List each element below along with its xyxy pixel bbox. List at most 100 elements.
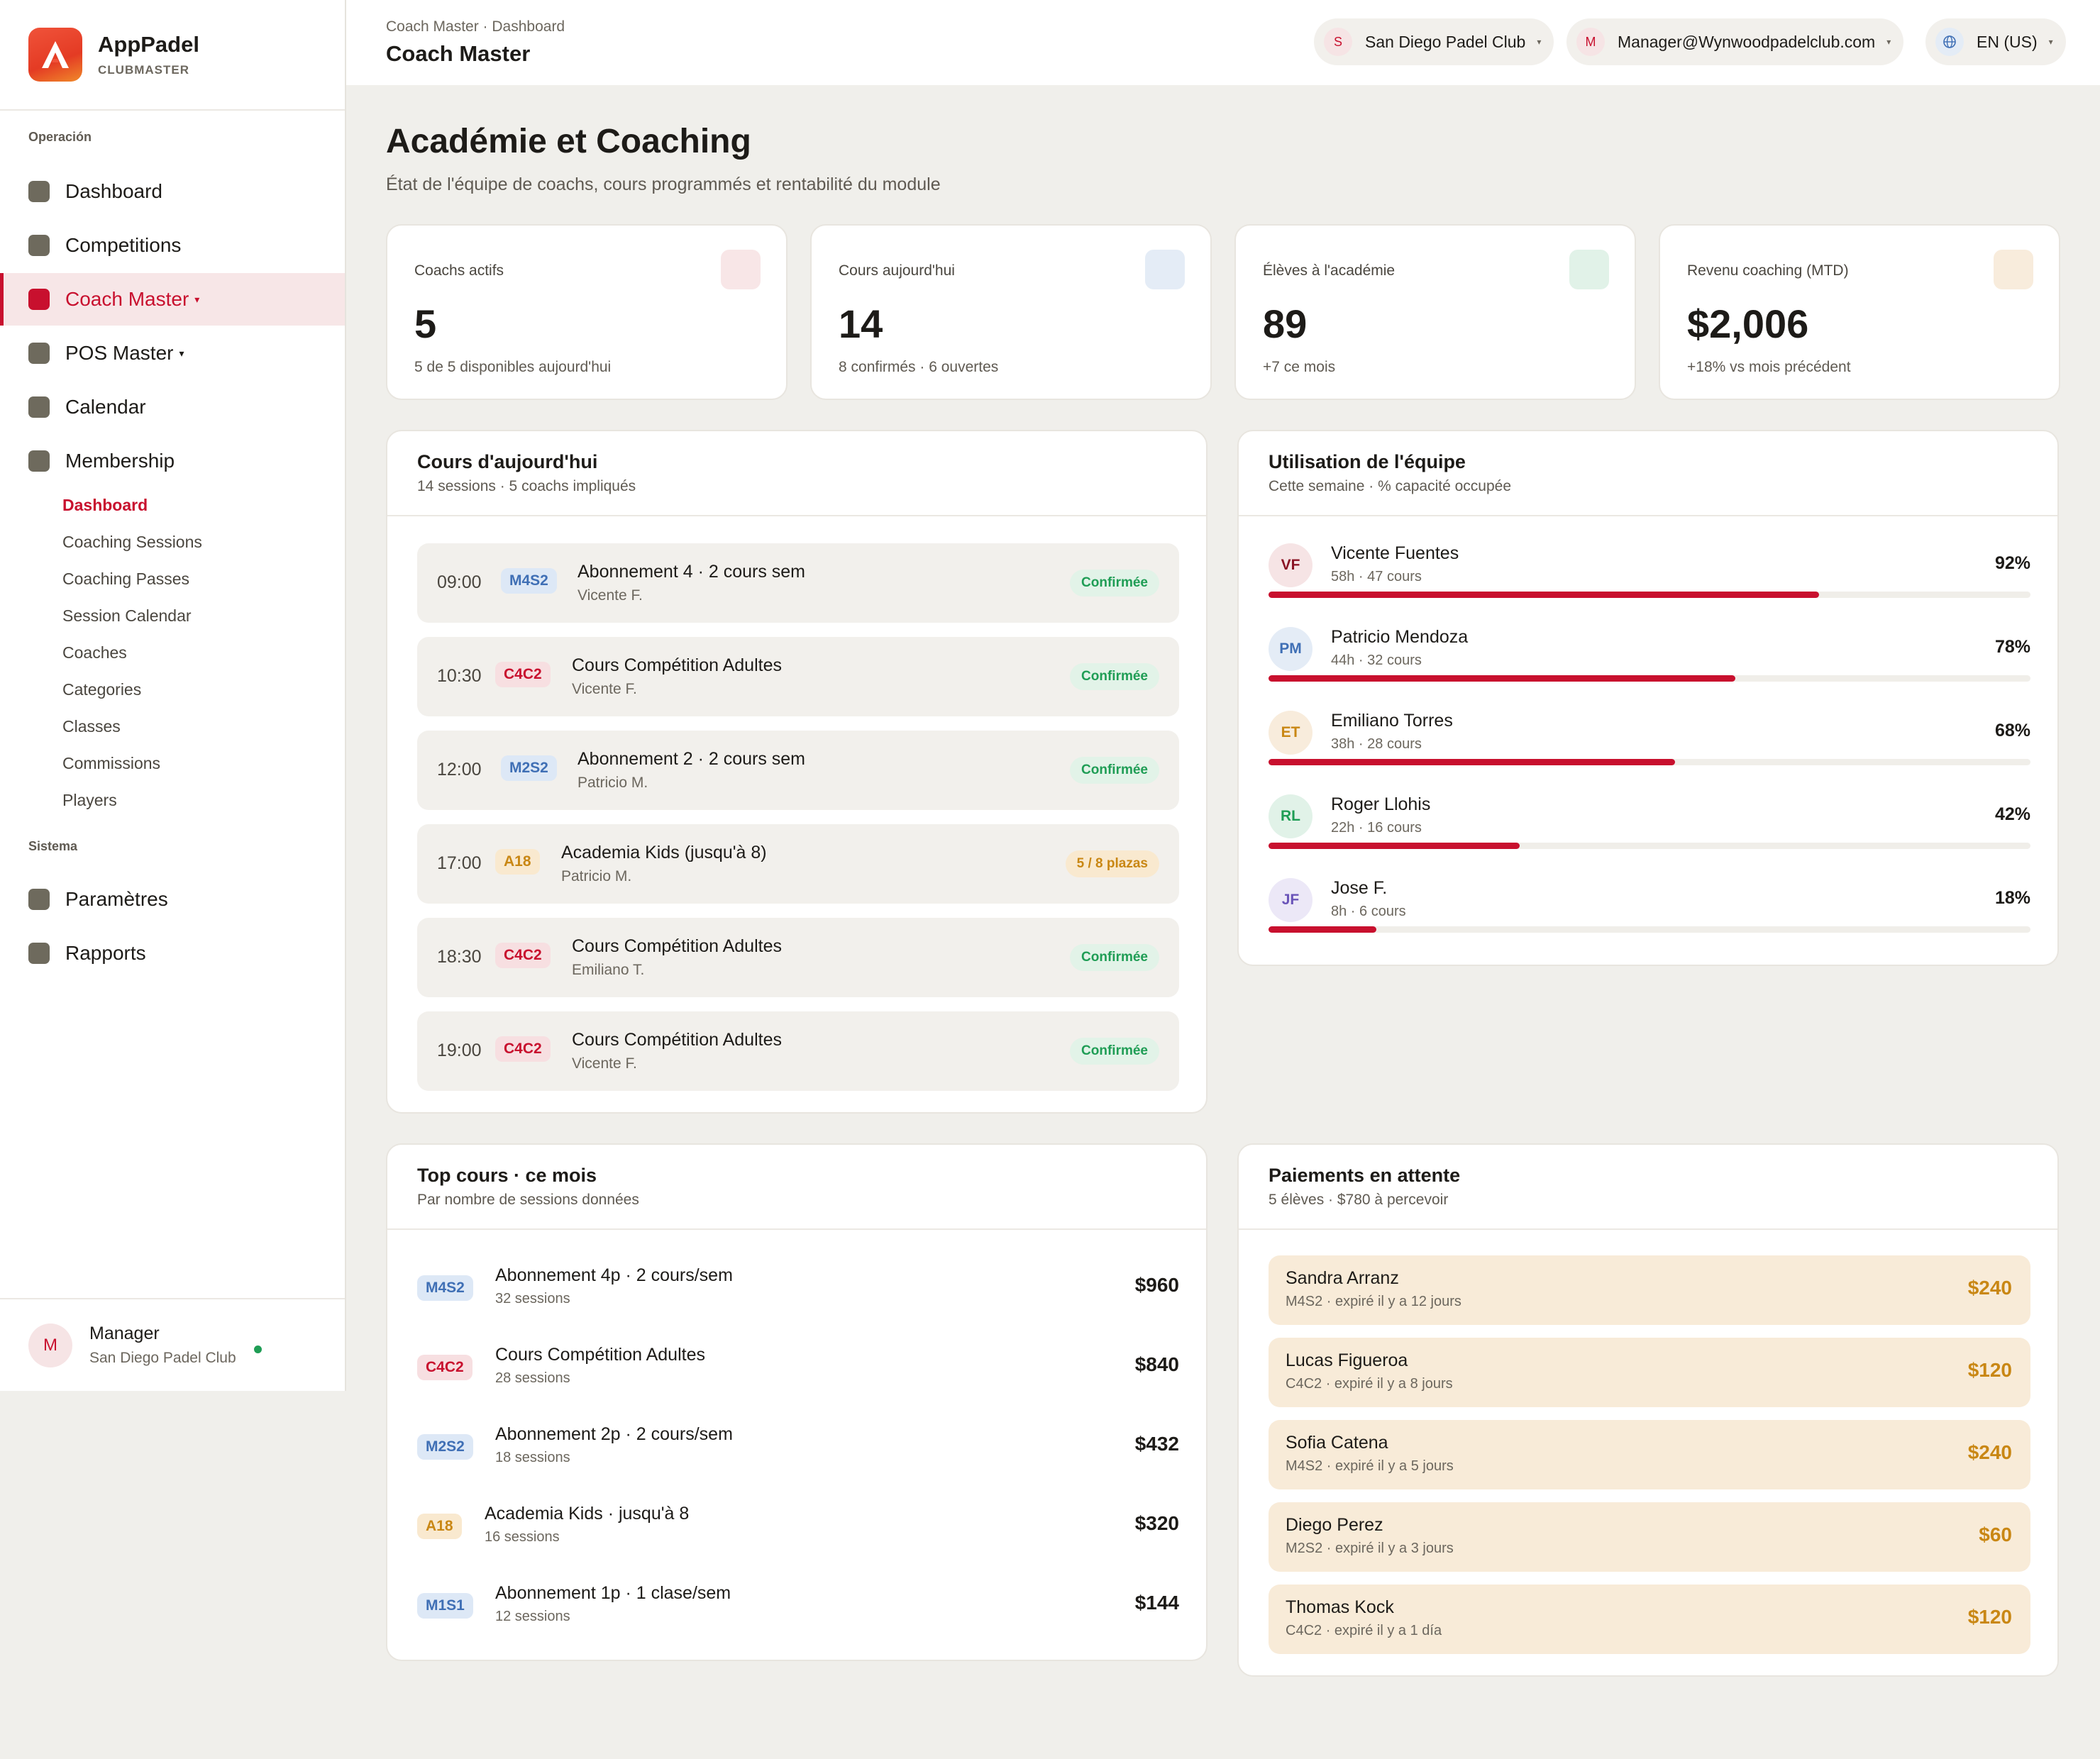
pending-payment-row[interactable]: Sandra Arranz M4S2 · expiré il y a 12 jou… [1269, 1255, 2030, 1325]
chevron-down-icon: ▾ [1537, 37, 1542, 47]
lesson-row[interactable]: 18:30 C4C2 Cours Compétition Adultes Emilia… [417, 918, 1179, 997]
panel-subtitle: 14 sessions · 5 coachs impliqués [417, 478, 636, 494]
lesson-row[interactable]: 19:00 C4C2 Cours Compétition Adultes Vicent… [417, 1011, 1179, 1091]
student-name: Sandra Arranz [1286, 1268, 1399, 1288]
sidebar-item-label: POS Master [65, 342, 174, 364]
lesson-coach: Patricio M. [561, 868, 632, 884]
divider [1239, 1228, 2057, 1230]
sidebar: AppPadel CLUBMASTER Operación Dashboard … [0, 0, 346, 1391]
top-course-row[interactable]: A18 Academia Kids · jusqu'à 8 16 sessions $… [417, 1498, 1179, 1555]
utilization-percent: 92% [1994, 553, 2030, 573]
revenue-stat-icon [1994, 250, 2033, 289]
page-title: Académie et Coaching [386, 123, 751, 160]
language-selector[interactable]: EN (US) ▾ [1925, 18, 2066, 65]
submenu-item-session-calendar[interactable]: Session Calendar [62, 606, 192, 625]
sidebar-item-membership[interactable]: Membership [0, 435, 345, 487]
top-course-row[interactable]: M4S2 Abonnement 4p · 2 cours/sem 32 sessio… [417, 1260, 1179, 1316]
sidebar-item-coach-master[interactable]: Coach Master ▾ [0, 273, 345, 326]
submenu-item-categories[interactable]: Categories [62, 680, 142, 699]
top-course-row[interactable]: C4C2 Cours Compétition Adultes 28 sessions… [417, 1339, 1179, 1396]
submenu-item-players[interactable]: Players [62, 791, 117, 809]
lesson-row[interactable]: 17:00 A18 Academia Kids (jusqu'à 8) Patrici… [417, 824, 1179, 904]
club-selector[interactable]: S San Diego Padel Club ▾ [1314, 18, 1554, 65]
calendar-icon [28, 396, 50, 418]
coach-utilization-row[interactable]: PM Patricio Mendoza 44h · 32 cours 78% [1269, 627, 2030, 705]
sidebar-item-dashboard[interactable]: Dashboard [0, 165, 345, 218]
course-code-badge: C4C2 [417, 1355, 472, 1380]
utilization-bar-fill [1269, 675, 1735, 682]
user-club: San Diego Padel Club [89, 1350, 236, 1366]
coach-utilization-row[interactable]: JF Jose F. 8h · 6 cours 18% [1269, 878, 2030, 956]
course-code-badge: C4C2 [495, 943, 551, 968]
panel-subtitle: 5 élèves · $780 à percevoir [1269, 1192, 1449, 1208]
team-utilization-panel: Utilisation de l'équipe Cette semaine · … [1237, 430, 2059, 966]
sidebar-item-parametres[interactable]: Paramètres [0, 873, 345, 926]
lesson-row[interactable]: 10:30 C4C2 Cours Compétition Adultes Vicent… [417, 637, 1179, 716]
coach-hours: 38h · 28 cours [1331, 736, 1422, 752]
stat-card-coaching-revenue: Revenu coaching (MTD) $2,006 +18% vs moi… [1659, 224, 2060, 400]
submenu-item-commissions[interactable]: Commissions [62, 754, 161, 772]
student-name: Thomas Kock [1286, 1597, 1394, 1617]
course-revenue: $432 [1134, 1433, 1179, 1455]
coach-name: Emiliano Torres [1331, 711, 1453, 731]
pending-payment-row[interactable]: Diego Perez M2S2 · expiré il y a 3 jours $… [1269, 1502, 2030, 1572]
sidebar-item-pos-master[interactable]: POS Master ▾ [0, 327, 345, 379]
utilization-bar-fill [1269, 926, 1376, 933]
submenu-item-classes[interactable]: Classes [62, 717, 121, 736]
account-selector[interactable]: M Manager@Wynwoodpadelclub.com ▾ [1566, 18, 1904, 65]
top-course-row[interactable]: M1S1 Abonnement 1p · 1 clase/sem 12 sessio… [417, 1577, 1179, 1634]
coach-utilization-row[interactable]: RL Roger Llohis 22h · 16 cours 42% [1269, 794, 2030, 872]
payment-amount: $240 [1967, 1277, 2012, 1299]
course-name: Academia Kids · jusqu'à 8 [485, 1504, 690, 1524]
divider [387, 1228, 1206, 1230]
header-title: Coach Master [386, 41, 531, 66]
pending-payments-panel: Paiements en attente 5 élèves · $780 à p… [1237, 1143, 2059, 1677]
club-selector-label: San Diego Padel Club [1365, 32, 1526, 51]
chevron-down-icon: ▾ [179, 347, 184, 359]
sidebar-item-label: Paramètres [65, 888, 168, 910]
lesson-row[interactable]: 09:00 M4S2 Abonnement 4 · 2 cours sem Vicen… [417, 543, 1179, 623]
course-revenue: $840 [1134, 1353, 1179, 1375]
pending-payment-row[interactable]: Lucas Figueroa C4C2 · expiré il y a 8 jou… [1269, 1338, 2030, 1407]
current-user[interactable]: M Manager San Diego Padel Club [0, 1298, 345, 1391]
panel-subtitle: Cette semaine · % capacité occupée [1269, 478, 1512, 494]
sidebar-item-calendar[interactable]: Calendar [0, 381, 345, 433]
course-code-badge: C4C2 [495, 1036, 551, 1062]
student-name: Diego Perez [1286, 1515, 1383, 1535]
stat-label: Cours aujourd'hui [839, 262, 955, 279]
submenu-item-coaching-sessions[interactable]: Coaching Sessions [62, 533, 202, 551]
account-selector-label: Manager@Wynwoodpadelclub.com [1618, 32, 1876, 51]
lesson-time: 18:30 [437, 947, 482, 967]
chevron-down-icon: ▾ [1886, 37, 1891, 47]
stat-card-lessons-today: Cours aujourd'hui 14 8 confirmés · 6 ouv… [810, 224, 1212, 400]
top-header: Coach Master · Dashboard Coach Master S … [346, 0, 2100, 85]
sidebar-item-label: Rapports [65, 942, 146, 964]
online-status-dot-icon [254, 1345, 262, 1353]
panel-title: Cours d'aujourd'hui [417, 451, 598, 472]
sidebar-item-rapports[interactable]: Rapports [0, 927, 345, 980]
payment-amount: $120 [1967, 1606, 2012, 1628]
pending-payment-row[interactable]: Sofia Catena M4S2 · expiré il y a 5 jours… [1269, 1420, 2030, 1489]
coach-utilization-row[interactable]: ET Emiliano Torres 38h · 28 cours 68% [1269, 711, 2030, 789]
page-subtitle: État de l'équipe de coachs, cours progra… [386, 174, 941, 194]
top-course-row[interactable]: M2S2 Abonnement 2p · 2 cours/sem 18 sessio… [417, 1419, 1179, 1475]
lesson-row[interactable]: 12:00 M2S2 Abonnement 2 · 2 cours sem Patri… [417, 731, 1179, 810]
brand[interactable]: AppPadel CLUBMASTER [0, 0, 345, 111]
status-badge: 5 / 8 plazas [1065, 850, 1159, 877]
lesson-name: Cours Compétition Adultes [572, 936, 782, 956]
stat-card-active-coaches: Coachs actifs 5 5 de 5 disponibles aujou… [386, 224, 788, 400]
course-sessions: 12 sessions [495, 1609, 570, 1624]
coach-utilization-row[interactable]: VF Vicente Fuentes 58h · 47 cours 92% [1269, 543, 2030, 621]
sidebar-item-competitions[interactable]: Competitions [0, 219, 345, 272]
submenu-item-coaching-passes[interactable]: Coaching Passes [62, 570, 189, 588]
utilization-bar-track [1269, 675, 2030, 682]
pending-payment-row[interactable]: Thomas Kock C4C2 · expiré il y a 1 día $12… [1269, 1585, 2030, 1654]
sidebar-item-label: Coach Master [65, 288, 189, 310]
payment-meta: C4C2 · expiré il y a 1 día [1286, 1623, 1442, 1638]
stat-subtext: 8 confirmés · 6 ouvertes [839, 359, 999, 375]
submenu-item-coaches[interactable]: Coaches [62, 643, 127, 662]
status-badge: Confirmée [1070, 1038, 1159, 1065]
lesson-coach: Vicente F. [578, 587, 643, 604]
submenu-item-dashboard[interactable]: Dashboard [62, 496, 148, 514]
course-sessions: 18 sessions [495, 1450, 570, 1465]
